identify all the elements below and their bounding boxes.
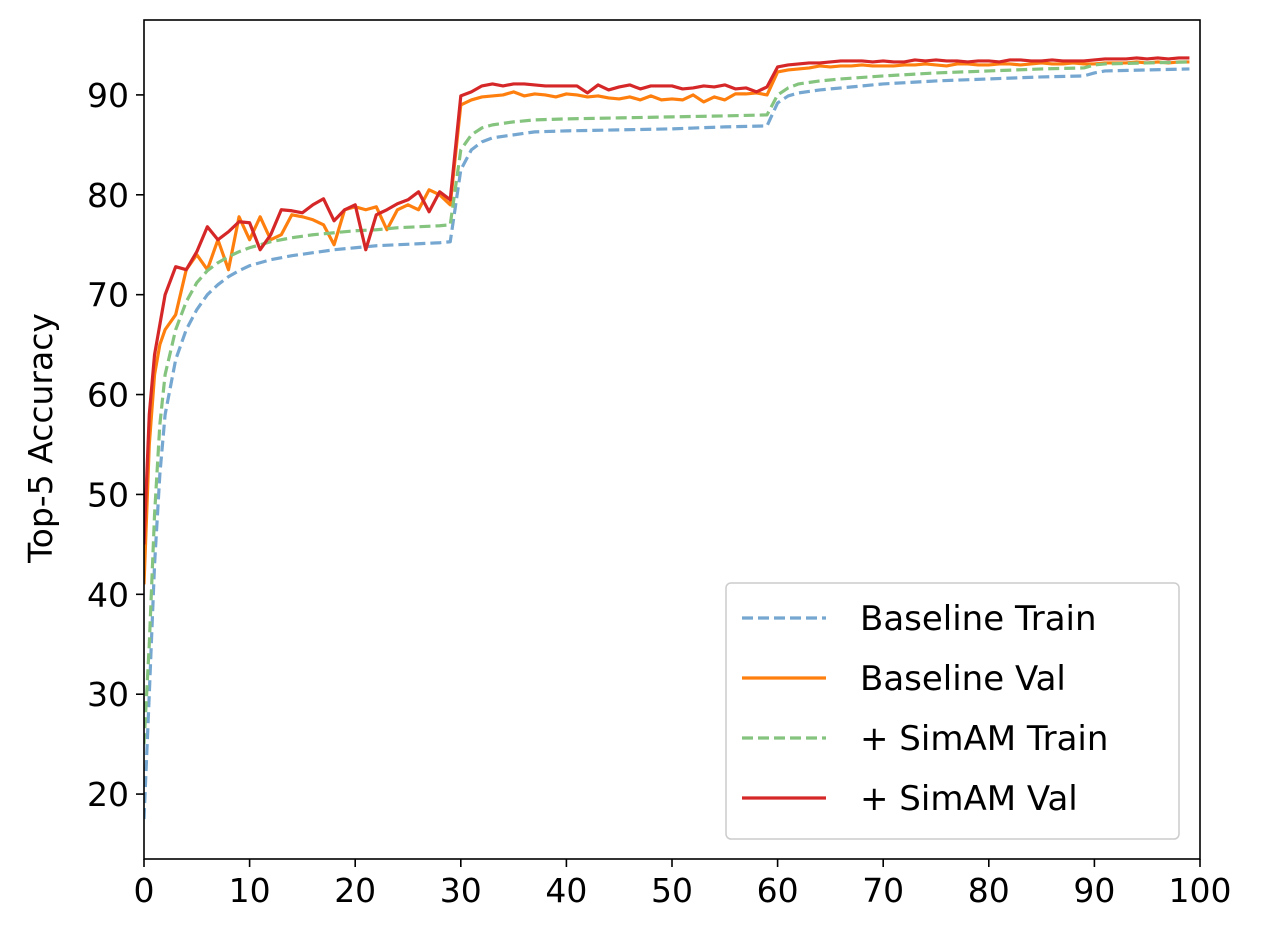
legend-label-baseline-train: Baseline Train [860, 599, 1097, 639]
legend-box [725, 582, 1180, 840]
y-tick-label: 60 [87, 376, 129, 415]
y-axis-title: Top-5 Accuracy [21, 313, 60, 564]
x-tick-label: 10 [229, 871, 271, 910]
x-tick-label: 90 [1073, 871, 1115, 910]
axes-layer: 0 10 20 30 40 50 60 70 80 90 100 20 30 40 50 60 70 80 90 [87, 19, 1232, 910]
x-tick-label: 80 [968, 871, 1010, 910]
y-tick-label: 30 [87, 675, 129, 714]
lines-layer [144, 56, 1190, 820]
x-tick-label: 100 [1169, 871, 1232, 910]
series-line-simam-val [144, 56, 1190, 545]
x-tick-label: 50 [651, 871, 693, 910]
series-line-baseline-train [144, 67, 1190, 820]
x-tick-label: 20 [334, 871, 376, 910]
y-tick-label: 80 [87, 176, 129, 215]
x-tick-label: 70 [862, 871, 904, 910]
series-line-simam-train [144, 60, 1190, 745]
y-tick-label: 20 [87, 775, 129, 814]
legend-label-simam-val: + SimAM Val [860, 779, 1078, 819]
legend-label-baseline-val: Baseline Val [860, 659, 1066, 699]
y-tick-label: 50 [87, 475, 129, 514]
x-tick-label: 0 [134, 871, 155, 910]
x-tick-label: 60 [757, 871, 799, 910]
y-tick-label: 40 [87, 575, 129, 614]
legend: Baseline Train Baseline Val + SimAM Train +… [725, 582, 1180, 840]
legend-label-simam-train: + SimAM Train [860, 719, 1108, 759]
y-tick-label: 70 [87, 276, 129, 315]
series-line-baseline-val [144, 60, 1190, 585]
x-tick-label: 40 [545, 871, 587, 910]
y-tick-label: 90 [87, 76, 129, 115]
x-tick-label: 30 [440, 871, 482, 910]
